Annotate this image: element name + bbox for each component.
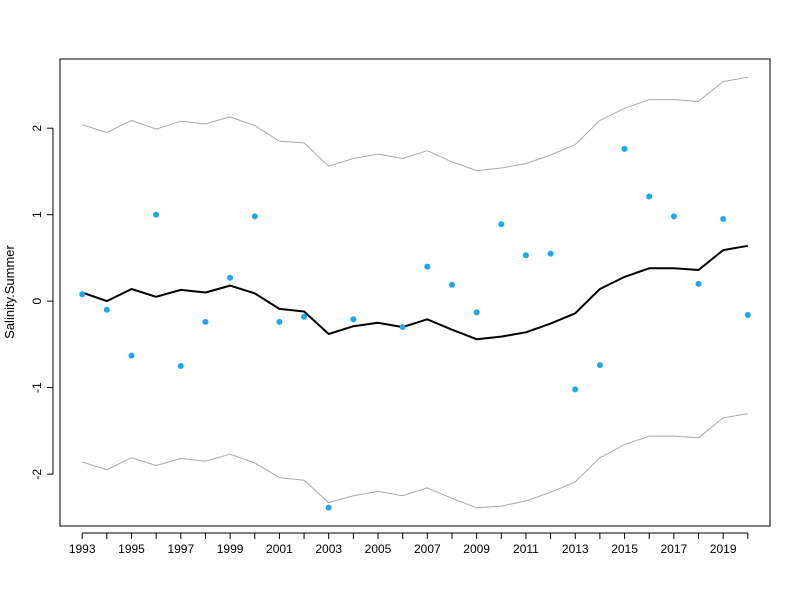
data-point [744, 312, 751, 318]
x-tick-label: 2009 [463, 542, 490, 556]
x-tick-label: 2011 [513, 542, 539, 556]
data-point [202, 318, 209, 325]
data-point [325, 504, 332, 511]
data-point [449, 281, 455, 288]
data-point [646, 193, 653, 200]
data-point [547, 250, 554, 257]
y-tick-label: 2 [30, 125, 44, 132]
data-point [276, 318, 283, 325]
bounds-layer [82, 76, 748, 509]
y-tick-label: -1 [30, 382, 44, 393]
data-point [695, 280, 702, 287]
y-tick-label: 1 [30, 211, 44, 218]
data-point [79, 291, 86, 298]
x-tick-label: 2017 [661, 542, 688, 556]
x-tick-label: 1997 [167, 542, 194, 556]
data-point [350, 316, 357, 323]
data-point [424, 263, 431, 270]
mean-line [81, 244, 748, 341]
upper-bound-line [82, 76, 748, 172]
x-tick-label: 2001 [266, 542, 293, 556]
data-point [399, 324, 406, 331]
data-point [251, 213, 258, 220]
x-tick-label: 2019 [710, 542, 737, 556]
data-point [473, 309, 480, 316]
x-tick-label: 2015 [611, 542, 638, 556]
data-point [522, 252, 529, 259]
data-point [153, 211, 160, 218]
data-point [498, 221, 505, 228]
mean-layer [81, 244, 748, 341]
x-tick-label: 1993 [69, 542, 96, 556]
x-axis: 1993 1995 1997 1999 2001 2003 2005 2007 2009 2011… [69, 532, 749, 556]
y-axis-title: Salinity.Summer [2, 245, 17, 339]
x-tick-label: 2013 [562, 542, 589, 556]
x-tick-label: 1995 [118, 542, 145, 556]
data-point [621, 145, 628, 152]
data-point [227, 274, 234, 281]
data-point [596, 362, 603, 369]
data-point [572, 386, 579, 393]
data-point [301, 313, 308, 320]
data-point [670, 213, 677, 220]
y-tick-label: -2 [30, 468, 44, 479]
points-layer [79, 145, 751, 511]
x-tick-label: 2007 [414, 542, 441, 556]
data-point [720, 216, 727, 222]
data-point [128, 352, 135, 359]
y-axis: -2 -1 0 1 2 [30, 125, 54, 479]
y-tick-label: 0 [30, 297, 44, 304]
plot-area-border [59, 58, 771, 527]
data-point [103, 306, 110, 313]
x-tick-label: 1999 [217, 542, 244, 556]
lower-bound-line [82, 413, 748, 509]
x-tick-label: 2003 [315, 542, 342, 556]
data-point [177, 363, 184, 369]
x-tick-label: 2005 [365, 542, 392, 556]
